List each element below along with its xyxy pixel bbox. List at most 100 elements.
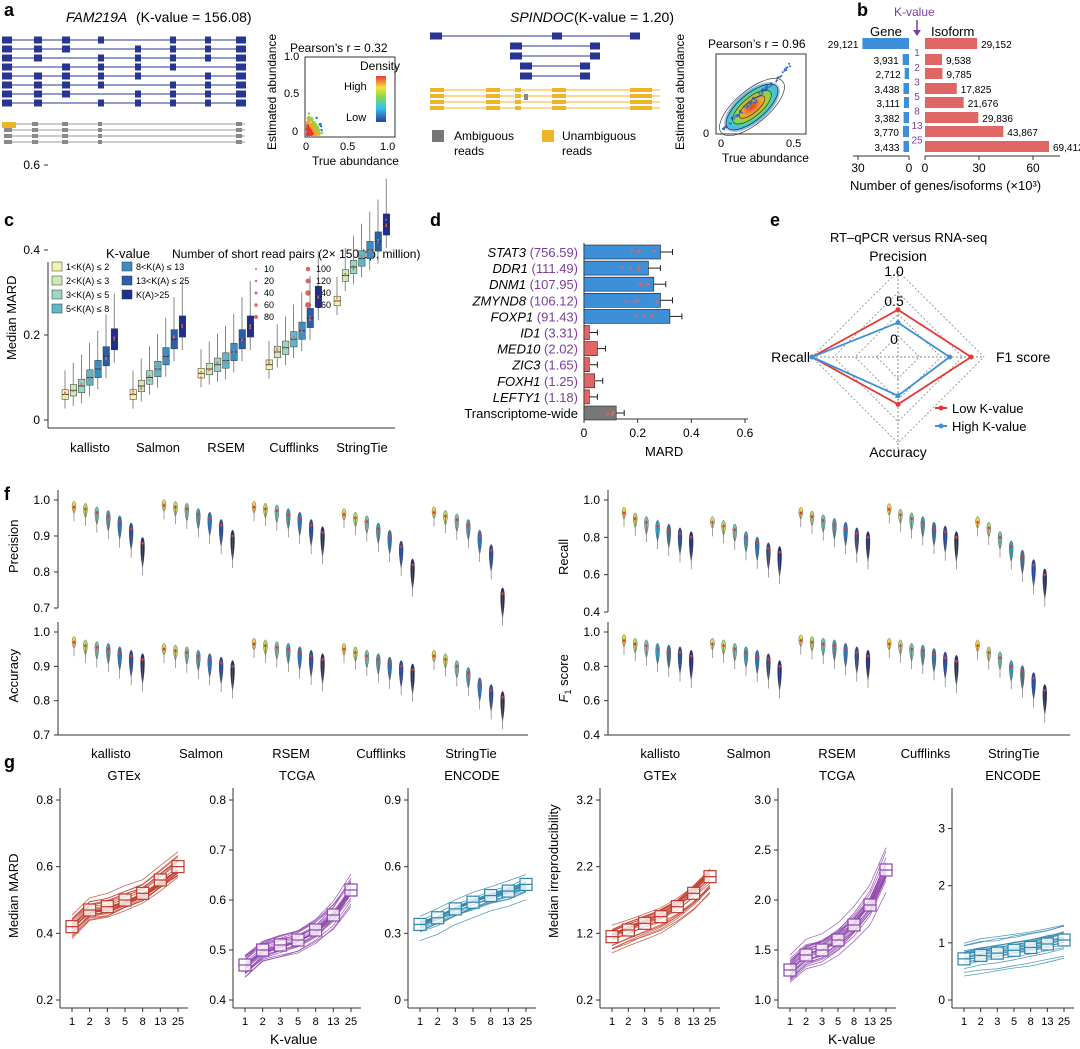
g-line [611, 887, 711, 950]
a-gene2-exon [510, 52, 522, 60]
a-scatter2-point [761, 92, 764, 95]
f-violin-point [185, 507, 189, 511]
a-scatter1-point [314, 126, 318, 129]
a-scatter1-point [310, 126, 313, 129]
a-gene1-exon [34, 36, 42, 44]
g-line [963, 955, 1065, 973]
c-point [224, 362, 227, 365]
c-legend-swatch [51, 261, 63, 272]
d-point [641, 284, 644, 287]
c-ylabel: Median MARD [4, 275, 19, 360]
a-gene1-read-block [32, 122, 38, 126]
a-gene2-read-block [486, 100, 500, 104]
a-scatter1-point [320, 128, 323, 132]
f-violin-point [399, 545, 403, 549]
f-violin-point [196, 654, 200, 658]
d-category-label: FOXP1 (91.43) [491, 309, 578, 324]
a-s2-ylabel: Estimated abundance [673, 34, 687, 150]
f-ylabel: F1 score [556, 654, 573, 702]
e-legend-label: Low K-value [952, 401, 1024, 416]
f-violin-point [365, 654, 369, 658]
f-violin-point [252, 642, 256, 646]
f-violin-point [309, 654, 313, 658]
a-scatter2-point [749, 103, 752, 106]
f-violin-point [645, 644, 648, 648]
c-legend-label: 3<K(A) ≤ 5 [66, 290, 109, 300]
d-category-label: STAT3 (756.59) [487, 245, 578, 260]
f-violin-point [208, 658, 212, 661]
f-violin-point [129, 527, 133, 531]
g-ytick-label: 2.2 [576, 860, 593, 874]
c-point [156, 368, 159, 371]
f-violin-point [955, 659, 958, 663]
a-gene2-exon [590, 52, 600, 60]
a-gene2-read-block [486, 88, 500, 92]
panel-label-a: a [4, 0, 15, 20]
a-gene2-read-block [515, 106, 521, 110]
f-violin-point [252, 505, 256, 509]
a-gene1-exon [62, 90, 70, 98]
b-isoform-value: 29,152 [981, 40, 1012, 51]
a-scatter2-point [723, 128, 726, 131]
f-violin-point [778, 550, 781, 554]
a-scatter2-contour [725, 83, 779, 131]
f-violin-point [943, 530, 947, 534]
g-ytick-label: 1.5 [754, 943, 771, 957]
f-violin-point [976, 521, 979, 524]
f-ytick-label: 0.9 [33, 529, 50, 543]
g-ytick-label: 0.6 [384, 860, 401, 874]
g-line [789, 847, 887, 956]
d-point [634, 314, 638, 318]
c-size-marker [254, 279, 258, 283]
a-scatter1-point [305, 124, 309, 127]
g-xtick-label: 1 [242, 1016, 248, 1028]
f-violin-point [388, 661, 392, 665]
f-violin-point [899, 513, 902, 517]
f-violin-point [667, 649, 671, 653]
f-violin-point [95, 511, 99, 514]
d-category-label: LEFTY1 (1.18) [493, 390, 578, 405]
a-scatter1-point [313, 128, 317, 131]
a-gene2-exon [552, 32, 562, 40]
f-category-label: kallisto [91, 746, 131, 761]
d-bar [583, 244, 661, 260]
d-point [645, 282, 649, 286]
a-gene2-kvalue: (K-value = 1.20) [574, 9, 674, 25]
g-line [419, 891, 527, 933]
c-point [352, 266, 355, 269]
f-violin-point [231, 534, 234, 538]
f-violin-point [286, 513, 290, 516]
a-gene1-exon [98, 81, 104, 89]
d-point [638, 282, 642, 286]
c-point [309, 315, 311, 318]
f-category-label: Salmon [179, 746, 223, 761]
f-category-label: StringTie [988, 746, 1040, 761]
b-gene-bar [903, 126, 909, 137]
a-scatter2-point [780, 74, 783, 77]
f-violin-point [432, 654, 436, 658]
g-subplot-title: ENCODE [985, 768, 1041, 783]
e-axis-precision: Precision [869, 248, 927, 264]
c-point [292, 335, 295, 338]
d-point [585, 395, 589, 399]
c-size-label: 20 [264, 276, 274, 286]
c-legend-label: 2<K(A) ≤ 3 [66, 276, 109, 286]
a-gene1-exon [62, 45, 70, 53]
c-point [336, 299, 338, 302]
g-ytick-label: 0 [938, 993, 945, 1007]
f-violin-point [622, 511, 626, 515]
f-violin-point [932, 653, 936, 656]
c-point [284, 346, 287, 349]
g-xtick-label: 3 [994, 1016, 1000, 1028]
g-xtick-label: 3 [819, 1016, 825, 1028]
f-violin-point [162, 504, 166, 507]
f-violin-point [444, 514, 447, 518]
g-xtick-label: 3 [277, 1016, 283, 1028]
b-kvalue-bin: 25 [911, 136, 923, 147]
g-xtick-label: 2 [435, 1016, 441, 1028]
c-point [232, 349, 235, 351]
a-gene1-exon [170, 63, 176, 71]
b-isoform-bar [925, 126, 1004, 137]
a-gene2-exon [510, 42, 522, 50]
d-point [653, 249, 656, 253]
